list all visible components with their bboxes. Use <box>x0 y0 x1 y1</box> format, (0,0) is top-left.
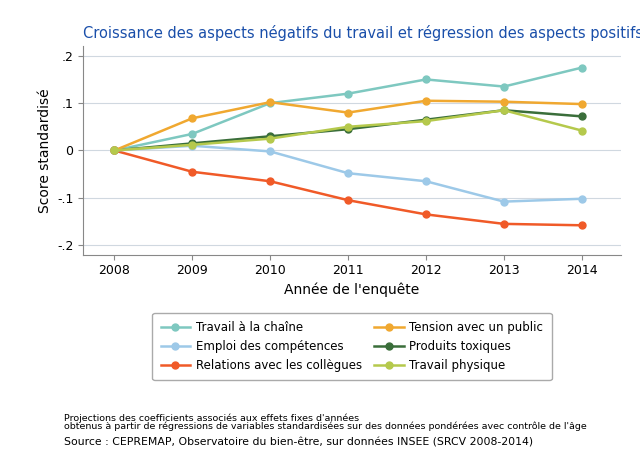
Y-axis label: Score standardisé: Score standardisé <box>38 88 52 213</box>
Text: Projections des coefficients associés aux effets fixes d'années: Projections des coefficients associés au… <box>64 414 359 423</box>
Legend: Travail à la chaîne, Emploi des compétences, Relations avec les collègues, Tensi: Travail à la chaîne, Emploi des compéten… <box>152 313 552 380</box>
X-axis label: Année de l'enquête: Année de l'enquête <box>284 283 420 297</box>
Text: Source : CEPREMAP, Observatoire du bien-être, sur données INSEE (SRCV 2008-2014): Source : CEPREMAP, Observatoire du bien-… <box>64 438 533 447</box>
Text: Croissance des aspects négatifs du travail et régression des aspects positifs: Croissance des aspects négatifs du trava… <box>83 25 640 41</box>
Text: obtenus à partir de régressions de variables standardisées sur des données pondé: obtenus à partir de régressions de varia… <box>64 422 587 431</box>
